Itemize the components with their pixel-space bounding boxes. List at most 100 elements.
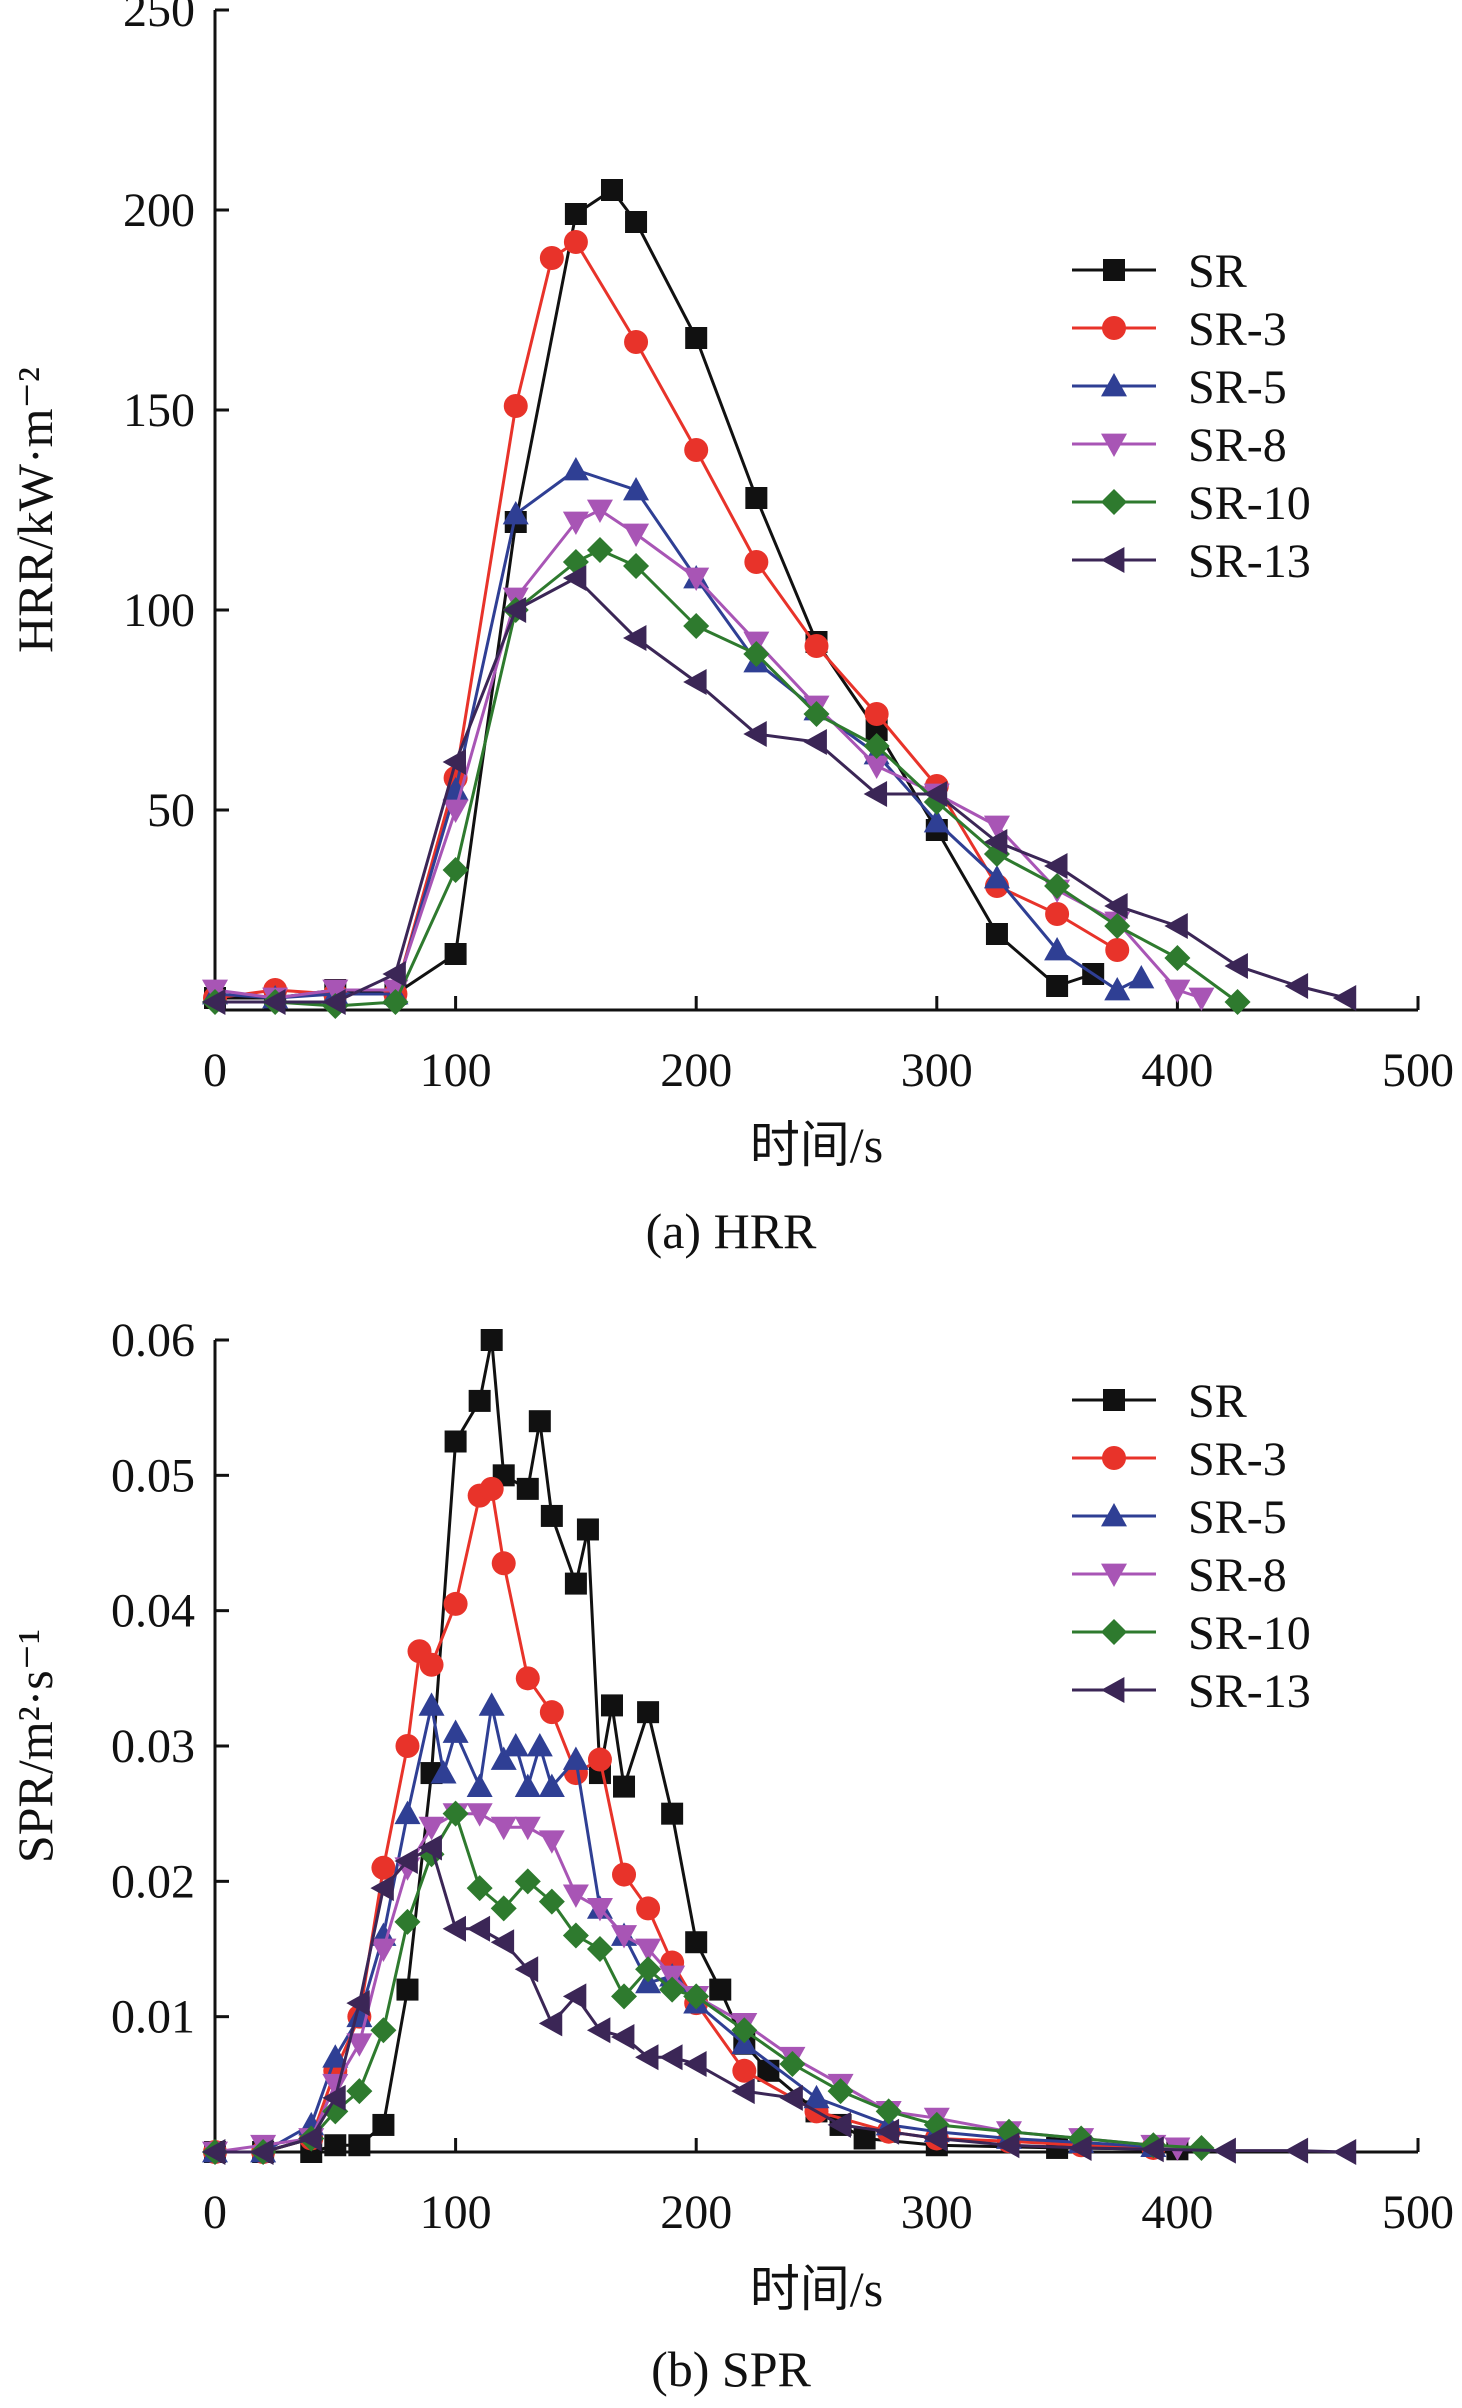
data-point	[864, 702, 889, 726]
y-tick-label: 150	[123, 384, 195, 437]
data-point	[683, 2051, 707, 2078]
x-tick-label: 500	[1382, 2186, 1454, 2239]
data-point	[1164, 979, 1191, 1003]
data-point	[418, 1692, 445, 1716]
data-point	[382, 961, 406, 987]
data-point	[625, 211, 648, 233]
data-point	[1104, 977, 1131, 1001]
data-point	[661, 1802, 684, 1825]
data-point	[514, 1956, 539, 1983]
legend-entry: SR-8	[1072, 1549, 1287, 1602]
data-point	[538, 1773, 565, 1797]
data-point	[396, 1978, 419, 2001]
data-point	[562, 1746, 589, 1770]
data-point	[1044, 873, 1071, 899]
x-tick-label: 300	[901, 2186, 973, 2239]
data-point	[539, 1700, 564, 1725]
data-point	[394, 1908, 421, 1935]
data-point	[623, 553, 650, 579]
data-point	[382, 989, 409, 1015]
data-point	[683, 613, 710, 639]
legend-entry: SR-10	[1072, 477, 1311, 530]
data-point	[1046, 975, 1069, 997]
series-sr-8	[202, 499, 1215, 1011]
data-point	[612, 1862, 637, 1887]
data-point	[528, 1410, 551, 1433]
data-point	[322, 2084, 346, 2111]
legend-marker	[1103, 1389, 1125, 1411]
data-point	[526, 1733, 553, 1757]
y-tick-label: 0.06	[111, 1314, 195, 1367]
legend-marker	[1101, 547, 1125, 573]
data-point	[586, 537, 613, 563]
data-point	[875, 2118, 900, 2145]
data-point	[1140, 2136, 1164, 2163]
panel-caption: (a) HRR	[646, 1203, 817, 1259]
legend-entry: SR-5	[1072, 1491, 1287, 1544]
data-point	[562, 457, 589, 481]
legend-label: SR-5	[1188, 361, 1287, 414]
data-point	[731, 2078, 755, 2105]
data-point	[394, 1800, 421, 1825]
data-point	[538, 1830, 565, 1854]
data-point	[538, 1888, 565, 1915]
data-point	[563, 230, 588, 254]
series-line	[215, 188, 1094, 1000]
y-tick-label: 0.01	[111, 1991, 195, 2044]
y-tick-label: 50	[147, 784, 195, 837]
legend-entry: SR-13	[1072, 1665, 1311, 1718]
data-point	[983, 829, 1008, 855]
data-point	[515, 1666, 540, 1691]
data-point	[490, 1929, 515, 1956]
data-point	[1044, 853, 1068, 879]
data-point	[1332, 985, 1357, 1011]
data-point	[322, 989, 346, 1015]
legend-marker	[1101, 1619, 1127, 1645]
data-point	[1188, 987, 1215, 1011]
data-point	[502, 501, 529, 525]
legend-label: SR	[1188, 1375, 1247, 1428]
data-point	[298, 2125, 322, 2152]
data-point	[985, 923, 1008, 945]
series-line	[214, 468, 1142, 1000]
data-point	[600, 179, 623, 201]
data-point	[853, 2127, 876, 2150]
series-sr-13	[202, 1834, 1357, 2165]
data-point	[444, 943, 467, 965]
series-sr	[204, 179, 1105, 1009]
data-point	[586, 1898, 613, 1922]
legend-entry: SR-3	[1072, 303, 1287, 356]
data-point	[466, 1773, 493, 1797]
data-point	[418, 1834, 442, 1861]
spr-chart: 0 100 200 300 400 500 0.01 0.02 0.03 0.04 0.05 0.06…	[7, 1314, 1454, 2397]
data-point	[586, 499, 613, 523]
panel-caption: (b) SPR	[651, 2341, 811, 2397]
x-tick-label: 100	[420, 1044, 492, 1097]
data-point	[490, 1816, 517, 1841]
data-point	[370, 1875, 394, 1902]
legend-label: SR-3	[1188, 1433, 1287, 1486]
y-tick-label: 0.04	[111, 1585, 195, 1638]
data-point	[923, 809, 950, 833]
data-point	[779, 2084, 803, 2111]
data-point	[983, 815, 1010, 839]
data-point	[468, 1389, 491, 1412]
data-point	[442, 1915, 466, 1942]
data-point	[623, 477, 650, 501]
series-line	[214, 1812, 1178, 2154]
data-point	[743, 641, 770, 667]
data-point	[346, 1990, 370, 2017]
data-point	[480, 1329, 503, 1351]
data-point	[418, 1816, 445, 1841]
legend-marker	[1102, 1446, 1126, 1470]
data-point	[562, 511, 589, 535]
data-point	[683, 669, 707, 695]
data-point	[587, 1747, 612, 1772]
x-tick-label: 200	[660, 2186, 732, 2239]
legend-label: SR-8	[1188, 1549, 1287, 1602]
data-point	[685, 327, 708, 349]
data-point	[635, 2044, 659, 2071]
data-point	[1044, 937, 1071, 961]
data-point	[1045, 902, 1070, 926]
